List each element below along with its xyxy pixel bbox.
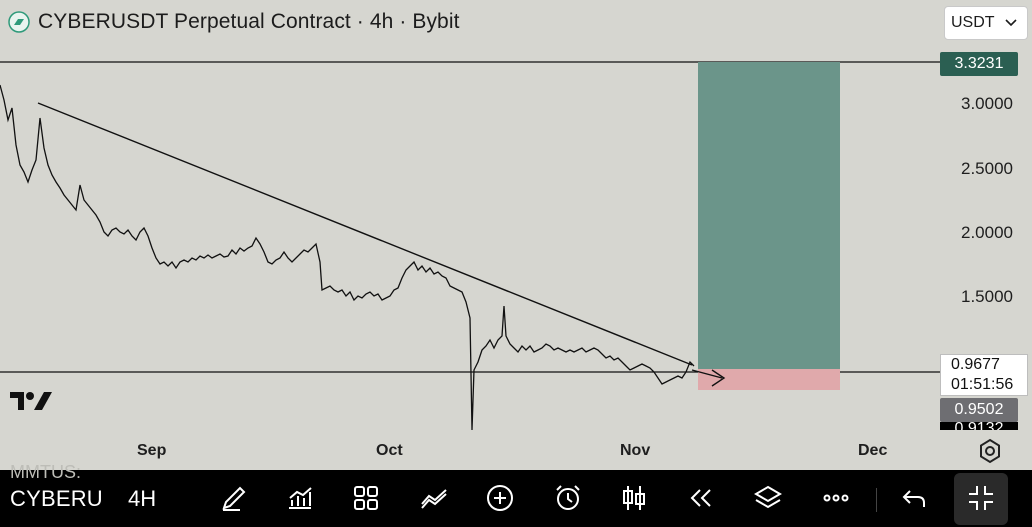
chart-title-bar[interactable]: CYBERUSDT Perpetual Contract · 4h · Bybi… <box>8 10 460 34</box>
add-button[interactable] <box>480 478 520 518</box>
compare-button[interactable] <box>414 478 454 518</box>
indicators-button[interactable] <box>280 478 320 518</box>
chart-type-button[interactable] <box>614 478 654 518</box>
replay-icon <box>690 489 711 507</box>
layout-grid-icon <box>354 486 378 510</box>
y-tick-1-5: 1.5000 <box>961 287 1013 306</box>
add-icon <box>487 485 513 511</box>
chart-area[interactable]: CYBERUSDT Perpetual Contract · 4h · Bybi… <box>0 0 1032 470</box>
fullscreen-exit-icon <box>969 486 993 510</box>
indicators-icon <box>289 487 312 509</box>
y-tick-3: 3.0000 <box>961 94 1013 113</box>
ghost-symbol-text: MMTUS: <box>10 462 81 482</box>
timeframe-button[interactable]: 4H <box>128 486 157 511</box>
chevron-down-icon <box>1005 19 1017 27</box>
chart-title: CYBERUSDT Perpetual Contract · 4h · Bybi… <box>38 10 460 33</box>
undo-icon <box>902 490 925 507</box>
alert-button[interactable] <box>548 478 588 518</box>
projection-arrow-line <box>691 369 723 379</box>
replay-button[interactable] <box>680 478 720 518</box>
currency-select[interactable]: USDT <box>944 6 1028 40</box>
fullscreen-exit-button[interactable] <box>961 478 1001 518</box>
x-tick-nov: Nov <box>620 442 651 459</box>
y-tick-2: 2.0000 <box>961 223 1013 242</box>
alarm-icon <box>556 485 580 510</box>
target-price-badge: 3.3231 <box>940 52 1018 76</box>
x-tick-oct: Oct <box>376 442 403 459</box>
fullscreen-button-bg <box>954 473 1008 525</box>
price-series-line <box>0 84 695 431</box>
chart-settings-gear-icon[interactable] <box>976 437 1004 465</box>
candles-icon <box>623 486 645 510</box>
cyber-logo-icon <box>8 11 30 33</box>
long-position-loss-zone[interactable] <box>698 369 840 390</box>
price-chart-svg[interactable] <box>0 0 1032 470</box>
x-tick-sep: Sep <box>137 442 167 459</box>
x-tick-dec: Dec <box>858 442 888 459</box>
toolbar-separator <box>876 488 877 512</box>
currency-label: USDT <box>951 14 995 31</box>
partial-price: 0.9132 <box>940 422 1018 430</box>
symbol-button[interactable]: CYBERU <box>10 486 103 511</box>
long-position-profit-zone[interactable] <box>698 62 840 369</box>
projection-arrow-head <box>711 369 726 387</box>
current-price-box: 0.9677 01:51:56 <box>940 354 1028 396</box>
partial-price-badge: 0.9132 <box>940 422 1018 430</box>
current-price: 0.9677 <box>951 356 1000 373</box>
layout-button[interactable] <box>346 478 386 518</box>
pen-icon <box>222 486 246 511</box>
stop-price-badge: 0.9502 <box>940 398 1018 422</box>
descending-trend-line[interactable] <box>37 102 693 366</box>
more-icon <box>823 494 849 502</box>
compare-icon <box>421 489 447 509</box>
tradingview-logo-icon <box>10 392 52 410</box>
object-tree-button[interactable] <box>748 478 788 518</box>
bottom-toolbar <box>0 470 1032 527</box>
more-button[interactable] <box>816 478 856 518</box>
tradingview-logo <box>8 388 54 417</box>
undo-button[interactable] <box>894 478 934 518</box>
drawing-tools-button[interactable] <box>214 478 254 518</box>
candle-countdown: 01:51:56 <box>951 376 1014 393</box>
layers-icon <box>754 485 782 509</box>
y-tick-2-5: 2.5000 <box>961 159 1013 178</box>
